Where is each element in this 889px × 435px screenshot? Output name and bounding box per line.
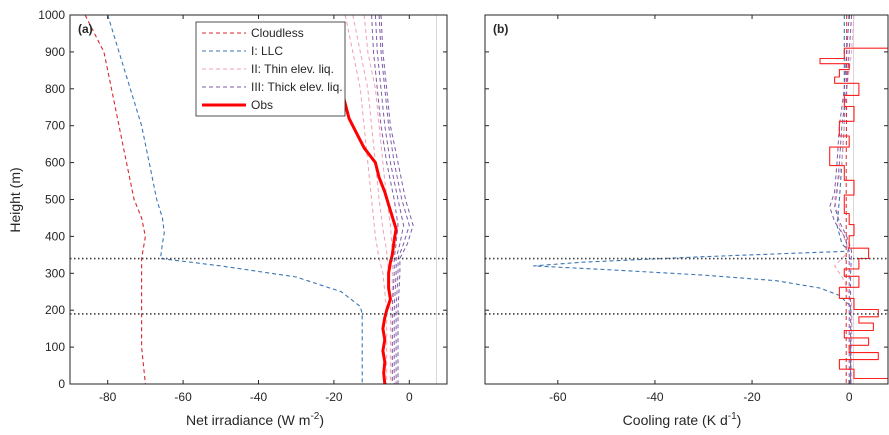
panel-a-series-6 <box>374 15 405 384</box>
panel-a-xlabel: Net irradiance (W m-2) <box>186 411 324 428</box>
legend-label-0: Cloudless <box>251 26 304 40</box>
panel-b-series-1 <box>845 15 848 384</box>
legend-label-4: Obs <box>251 98 273 112</box>
panel-a-xticks: -80 -60 -40 -20 0 <box>99 15 413 404</box>
panel-a-ylabel: Height (m) <box>7 167 23 232</box>
panel-a-series-3 <box>352 15 391 384</box>
panel-a: -80 -60 -40 -20 0 0 100 200 300 400 500 600 700 800 9… <box>7 8 448 428</box>
panel-b-xtick-label-3: 0 <box>846 390 853 404</box>
panel-a-ytick-label-5: 500 <box>45 193 65 207</box>
legend-label-2: II: Thin elev. liq. <box>251 62 334 76</box>
panel-a-series-0 <box>84 15 146 384</box>
panel-a-series-1 <box>107 15 363 384</box>
panel-a-series-8 <box>380 15 414 384</box>
panel-a-ytick-label-0: 0 <box>58 377 65 391</box>
panel-b-series-2 <box>834 15 855 384</box>
panel-a-series-5 <box>371 15 399 384</box>
panel-a-ytick-label-10: 1000 <box>38 8 65 22</box>
panel-a-series-7 <box>378 15 410 384</box>
panel-a-ytick-label-8: 800 <box>45 82 65 96</box>
panel-a-xtick-label-2: -40 <box>250 390 268 404</box>
panel-b-xticks: -60 -40 -20 0 <box>549 15 853 404</box>
panel-b-plot-area <box>485 15 888 384</box>
panel-b-series-3 <box>829 15 850 384</box>
panel-a-ytick-label-6: 600 <box>45 156 65 170</box>
panel-a-xtick-label-4: 0 <box>406 390 413 404</box>
panel-b-series <box>533 15 888 384</box>
panel-a-ytick-label-2: 200 <box>45 303 65 317</box>
panel-a-hlines <box>70 257 447 315</box>
panel-a-xtick-label-3: -20 <box>325 390 343 404</box>
panel-a-ytick-label-1: 100 <box>45 340 65 354</box>
panel-a-ytick-label-9: 900 <box>45 45 65 59</box>
panel-a-xtick-label-1: -60 <box>174 390 192 404</box>
panel-b-xtick-label-2: -20 <box>743 390 761 404</box>
panel-a-label: (a) <box>78 22 93 36</box>
panel-b-hlines <box>485 257 888 315</box>
panel-b-xtick-label-0: -60 <box>549 390 567 404</box>
panel-b-label: (b) <box>493 22 508 36</box>
panel-a-ytick-label-7: 700 <box>45 119 65 133</box>
legend-label-1: I: LLC <box>251 44 283 58</box>
panel-b-series-5 <box>819 47 888 384</box>
panel-b-xtick-label-1: -40 <box>646 390 664 404</box>
panel-a-ytick-label-4: 400 <box>45 229 65 243</box>
panel-a-yticks: 0 100 200 300 400 500 600 700 800 900 1000 <box>38 8 447 391</box>
panel-a-ytick-label-3: 300 <box>45 266 65 280</box>
legend-entries: Cloudless I: LLC II: Thin elev. liq. III: T… <box>202 26 343 112</box>
panel-a-xtick-label-0: -80 <box>99 390 117 404</box>
panel-b-xlabel: Cooling rate (K d-1) <box>623 411 742 428</box>
legend: Cloudless I: LLC II: Thin elev. liq. III: T… <box>195 21 346 117</box>
panel-b-yticks <box>485 14 888 385</box>
legend-box <box>195 21 346 117</box>
panel-b: -60 -40 -20 0 (b) Cooling rate (K d-1) <box>484 14 889 428</box>
legend-label-3: III: Thick elev. liq. <box>251 80 343 94</box>
